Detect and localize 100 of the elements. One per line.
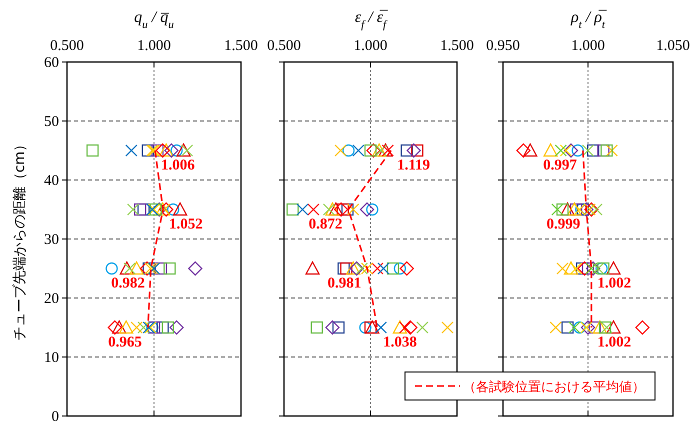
point [586, 261, 600, 276]
point [579, 202, 594, 217]
x-axis-title: q$_{u}$ / q̅$_{u}$ [134, 9, 174, 31]
point [592, 320, 607, 334]
y-axis-title: チューブ先端からの距離（cm） [12, 137, 28, 341]
point [371, 262, 384, 275]
point [568, 321, 580, 334]
y-tick-label: 40 [44, 173, 59, 189]
point [156, 143, 170, 158]
point [359, 321, 372, 334]
point [164, 143, 178, 158]
point [162, 321, 174, 334]
point [159, 143, 174, 157]
x-tick-label: 0.500 [50, 38, 84, 54]
point [120, 261, 134, 275]
point [635, 320, 650, 335]
point [130, 321, 143, 334]
point [403, 320, 418, 335]
x-tick-label: 1.000 [354, 38, 388, 54]
point [399, 321, 412, 334]
point [374, 144, 387, 157]
point [572, 144, 584, 157]
point [372, 143, 386, 157]
annotation: 0.982 [111, 276, 145, 292]
point [360, 202, 374, 217]
point [562, 321, 574, 334]
point [346, 261, 360, 275]
y-tick-label: 0 [52, 409, 59, 425]
x-axis-title: ε$_{f}$ / ε̅$_{f}$ [354, 9, 388, 31]
point [106, 262, 118, 275]
point [544, 143, 558, 157]
point [550, 321, 562, 334]
annotation: 1.038 [383, 334, 417, 350]
point [584, 203, 596, 216]
point [170, 320, 184, 335]
point [406, 143, 421, 158]
point [127, 203, 140, 216]
point [334, 144, 347, 157]
point [364, 321, 377, 334]
point [400, 261, 414, 276]
point [296, 203, 309, 216]
point [173, 202, 188, 216]
point [366, 143, 381, 158]
point [588, 321, 601, 334]
annotation: 1.002 [597, 334, 632, 350]
x-tick-label: 0.500 [267, 38, 301, 54]
point [564, 143, 578, 158]
point [592, 262, 604, 275]
annotation: 0.965 [108, 334, 142, 350]
point [590, 203, 603, 216]
point [516, 143, 530, 158]
point [108, 320, 122, 335]
point [336, 203, 349, 216]
annotation: 0.999 [546, 216, 580, 232]
point [159, 202, 174, 217]
x-tick-label: 1.500 [440, 38, 474, 54]
point [112, 320, 126, 334]
point [180, 144, 194, 157]
x-tick-label: 0.950 [486, 38, 520, 54]
point [584, 202, 598, 217]
point [307, 203, 320, 216]
x-tick-label: 1.000 [571, 38, 605, 54]
point [576, 262, 588, 275]
point [332, 321, 345, 334]
point [580, 321, 592, 334]
point [325, 320, 340, 335]
point [606, 320, 621, 334]
point [582, 262, 594, 275]
y-tick-label: 30 [44, 232, 59, 248]
x-tick-label: 1.500 [224, 38, 258, 54]
point [378, 143, 393, 157]
point [570, 262, 582, 275]
x-tick-label: 1.000 [137, 38, 171, 54]
point [151, 144, 164, 157]
point [364, 144, 377, 157]
point [356, 262, 368, 275]
point [286, 203, 299, 216]
point [556, 262, 569, 275]
point [392, 320, 408, 334]
y-tick-label: 20 [44, 291, 59, 307]
annotation: 1.119 [397, 158, 430, 174]
point [342, 144, 355, 157]
point [416, 321, 428, 334]
point [305, 261, 320, 275]
point [560, 144, 572, 157]
point [164, 262, 176, 275]
x-tick-label: 1.050 [656, 38, 690, 54]
point [580, 320, 596, 335]
point [170, 144, 183, 157]
annotation: 0.872 [308, 216, 342, 232]
point [134, 203, 146, 216]
x-axis-title: ρ$_{t}$ / ρ̅$_{t}$ [570, 9, 607, 31]
point [325, 202, 340, 216]
point [124, 262, 136, 275]
point [350, 261, 364, 276]
point [366, 203, 378, 216]
point [119, 320, 134, 334]
y-tick-label: 60 [44, 55, 59, 71]
point [394, 262, 406, 275]
annotation: 0.997 [543, 158, 578, 174]
